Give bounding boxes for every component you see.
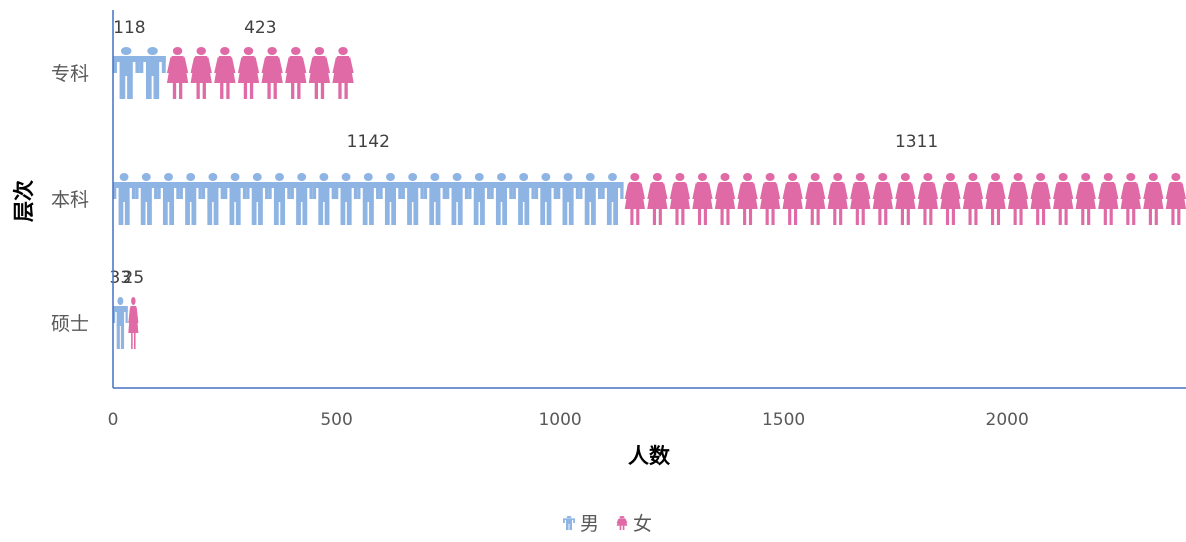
- male-person-icon: [135, 173, 158, 225]
- female-person-icon: [624, 173, 645, 225]
- male-person-icon: [290, 173, 313, 225]
- male-person-icon: [556, 173, 580, 225]
- bar-male-3: [113, 297, 128, 349]
- male-person-icon: [246, 173, 269, 225]
- male-person-icon: [579, 173, 602, 225]
- x-tick-label: 1500: [762, 410, 805, 430]
- female-person-icon: [308, 47, 331, 99]
- male-person-icon: [468, 173, 491, 225]
- female-person-icon: [332, 47, 354, 99]
- female-person-icon: [616, 516, 628, 531]
- female-person-icon: [714, 173, 736, 225]
- female-person-icon: [1053, 173, 1074, 225]
- legend-label: 男: [580, 513, 599, 535]
- male-person-icon: [179, 173, 202, 225]
- plot-area: [113, 47, 1186, 349]
- female-person-icon: [669, 173, 691, 225]
- data-label: 1142: [347, 132, 390, 152]
- male-person-icon: [490, 173, 513, 225]
- data-label: 33: [110, 268, 132, 288]
- female-person-icon: [737, 173, 758, 225]
- male-person-icon: [113, 173, 136, 225]
- male-person-icon: [201, 173, 224, 225]
- female-person-icon: [962, 173, 984, 225]
- bar-male-2: [113, 173, 624, 225]
- female-person-icon: [237, 47, 260, 99]
- female-person-icon: [128, 297, 139, 349]
- female-person-icon: [805, 173, 826, 225]
- data-label: 25: [123, 268, 145, 288]
- female-person-icon: [1007, 173, 1029, 225]
- bar-female-1: [166, 47, 354, 99]
- male-person-icon: [113, 297, 128, 349]
- male-person-icon: [512, 173, 535, 225]
- female-person-icon: [872, 173, 893, 225]
- male-person-icon: [268, 173, 291, 225]
- x-axis-title: 人数: [628, 444, 671, 468]
- female-person-icon: [1165, 173, 1186, 225]
- female-person-icon: [827, 173, 848, 225]
- female-person-icon: [1143, 173, 1164, 225]
- male-person-icon: [357, 173, 380, 225]
- female-person-icon: [895, 173, 916, 225]
- bar-female-2: [624, 173, 1186, 225]
- female-person-icon: [692, 173, 713, 225]
- male-person-icon: [534, 173, 557, 225]
- male-person-icon: [601, 173, 624, 225]
- x-tick-label: 0: [108, 410, 119, 430]
- female-person-icon: [190, 47, 212, 99]
- male-person-icon: [334, 173, 358, 225]
- legend-label: 女: [633, 513, 652, 535]
- male-person-icon: [223, 173, 247, 225]
- data-label: 118: [113, 18, 145, 38]
- male-person-icon: [139, 47, 166, 99]
- female-person-icon: [1120, 173, 1141, 225]
- female-person-icon: [261, 47, 283, 99]
- x-tick-label: 1000: [538, 410, 581, 430]
- x-tick-label: 2000: [986, 410, 1029, 430]
- female-person-icon: [1030, 173, 1051, 225]
- female-person-icon: [759, 173, 781, 225]
- male-person-icon: [423, 173, 446, 225]
- female-person-icon: [782, 173, 803, 225]
- y-category-label: 专科: [51, 63, 89, 85]
- male-person-icon: [157, 173, 180, 225]
- female-person-icon: [285, 47, 307, 99]
- legend-item: 女: [616, 513, 652, 535]
- data-label: 1311: [895, 132, 938, 152]
- bar-male-1: [113, 47, 166, 99]
- male-person-icon: [401, 173, 424, 225]
- legend-item: 男: [563, 513, 599, 535]
- male-person-icon: [445, 173, 469, 225]
- data-label: 423: [244, 18, 276, 38]
- female-person-icon: [647, 173, 668, 225]
- y-category-label: 硕士: [51, 313, 89, 335]
- male-person-icon: [113, 47, 140, 99]
- x-tick-label: 500: [320, 410, 352, 430]
- female-person-icon: [1098, 173, 1119, 225]
- male-person-icon: [379, 173, 402, 225]
- legend: 男女: [563, 513, 652, 535]
- female-person-icon: [214, 47, 236, 99]
- bar-female-3: [128, 297, 139, 349]
- male-person-icon: [312, 173, 335, 225]
- female-person-icon: [985, 173, 1006, 225]
- male-person-icon: [563, 516, 575, 531]
- female-person-icon: [940, 173, 961, 225]
- female-person-icon: [166, 47, 189, 99]
- female-person-icon: [917, 173, 939, 225]
- female-person-icon: [850, 173, 871, 225]
- y-axis-title: 层次: [12, 180, 36, 222]
- y-category-label: 本科: [51, 189, 89, 211]
- female-person-icon: [1075, 173, 1096, 225]
